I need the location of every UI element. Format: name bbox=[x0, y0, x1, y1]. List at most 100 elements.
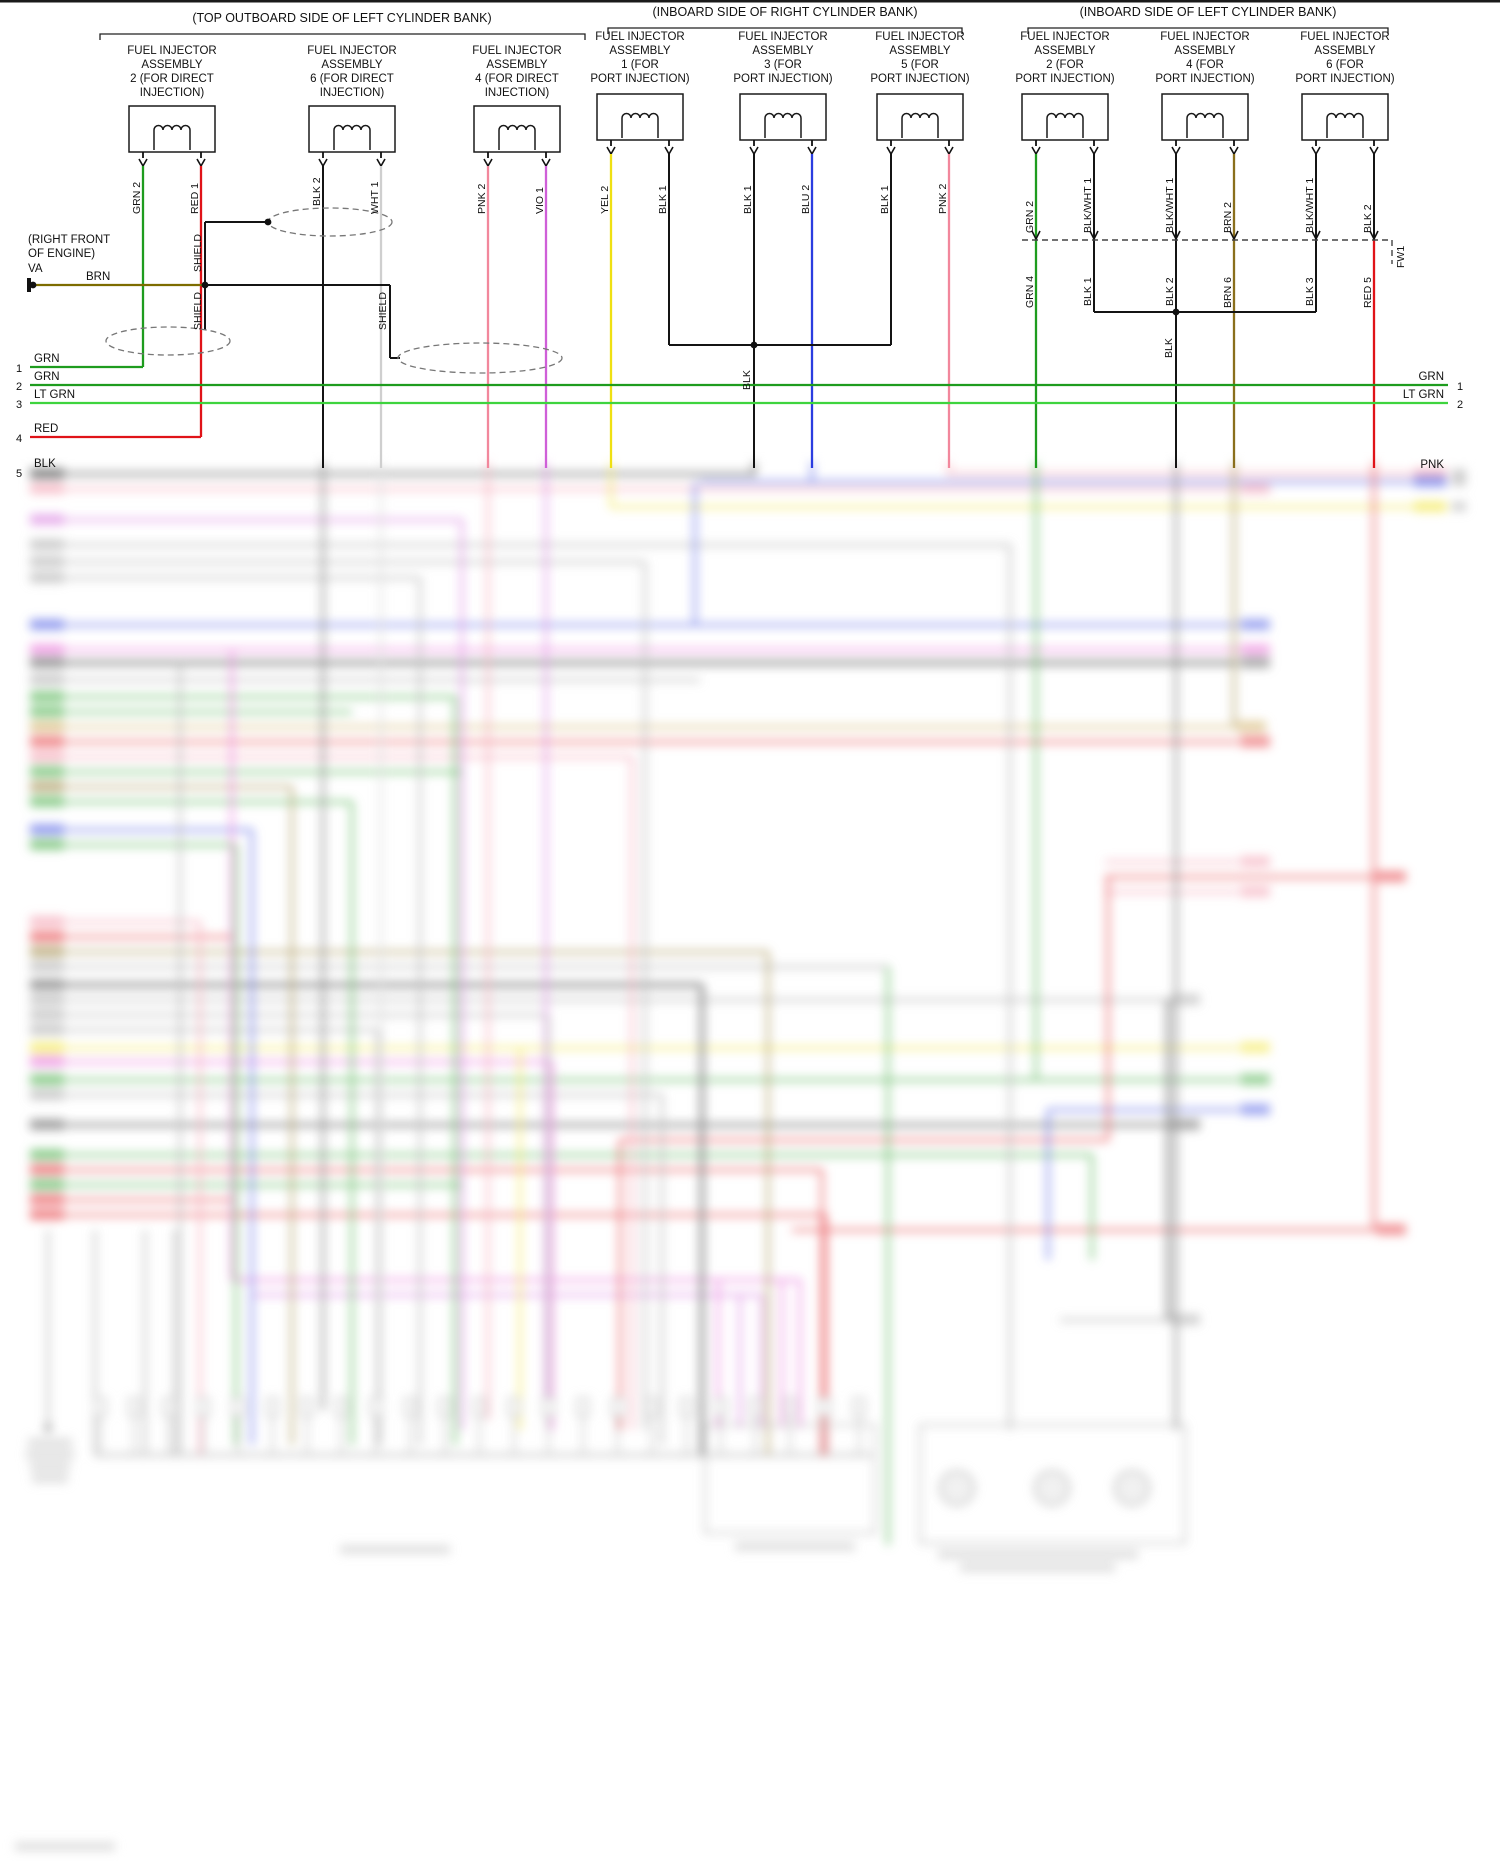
assembly-name-line: 3 (FOR bbox=[764, 59, 802, 71]
blurred-wire-tag bbox=[30, 644, 64, 655]
arrow-down-icon bbox=[749, 146, 759, 155]
wire-label-right: WHT 1 bbox=[369, 181, 381, 214]
left-pin-3: 3 bbox=[16, 399, 22, 411]
right-junction-blk-label: BLK bbox=[1163, 338, 1175, 358]
blurred-wire-tag bbox=[1240, 619, 1270, 630]
assembly-name-line: INJECTION) bbox=[320, 87, 385, 99]
coil-icon bbox=[498, 124, 536, 150]
wire-label-right: BLK/WHT 1 bbox=[1082, 178, 1094, 233]
shield-label-3: SHIELD bbox=[377, 292, 389, 330]
engine-ref-line1: (RIGHT FRONT bbox=[28, 234, 110, 246]
junction-dot bbox=[264, 218, 272, 226]
arrow-down-icon bbox=[1369, 146, 1379, 155]
engine-ref-code: VA bbox=[28, 263, 43, 275]
arrow-down-icon bbox=[196, 158, 206, 167]
fuel-injector-assembly-di-6: FUEL INJECTOR ASSEMBLY 6 (FOR DIRECT INJECT… bbox=[307, 45, 397, 167]
fuel-injector-assembly-port-6: FUEL INJECTOR ASSEMBLY 6 (FOR PORT INJECTIO… bbox=[1295, 31, 1395, 155]
blurred-wire-tag bbox=[30, 736, 64, 747]
blurred-wire-tag bbox=[30, 994, 64, 1005]
right-wire-3: PNK bbox=[1420, 459, 1444, 471]
fuel-injector-assembly-port-5: FUEL INJECTOR ASSEMBLY 5 (FOR PORT INJECTIO… bbox=[870, 31, 970, 155]
arrow-down-icon bbox=[1089, 146, 1099, 155]
wire-label-right: BLK 1 bbox=[657, 185, 669, 214]
wire-label-left: GRN 2 bbox=[1024, 201, 1036, 233]
coil-icon bbox=[901, 112, 939, 138]
shield-label-2: SHIELD bbox=[192, 292, 204, 330]
wire-label-right: VIO 1 bbox=[534, 187, 546, 214]
blurred-wire-tag bbox=[30, 796, 64, 807]
blurred-wire-tag bbox=[30, 657, 64, 668]
arrow-down-icon bbox=[1229, 230, 1239, 240]
assembly-name-line: PORT INJECTION) bbox=[870, 73, 969, 85]
assembly-name-line: INJECTION) bbox=[485, 87, 550, 99]
wire-label-left: BLK/WHT 1 bbox=[1304, 178, 1316, 233]
clear-diagram-layer: FUEL INJECTOR ASSEMBLY 2 (FOR DIRECT INJECT… bbox=[0, 0, 1500, 480]
assembly-box bbox=[1161, 93, 1249, 141]
wire-label-left: BLK 1 bbox=[879, 185, 891, 214]
assembly-name-line: PORT INJECTION) bbox=[1295, 73, 1394, 85]
brn-wire-label: BRN bbox=[86, 271, 110, 283]
assembly-box bbox=[876, 93, 964, 141]
fw1-pin-label: BRN 6 bbox=[1222, 277, 1234, 308]
fuel-injector-assembly-di-4: FUEL INJECTOR ASSEMBLY 4 (FOR DIRECT INJECT… bbox=[472, 45, 562, 167]
arrow-down-icon bbox=[138, 158, 148, 167]
wire-label-right: PNK 2 bbox=[937, 183, 949, 214]
assembly-name-line: FUEL INJECTOR bbox=[738, 31, 827, 43]
blurred-wire-tag bbox=[30, 691, 64, 702]
left-pin-5: 5 bbox=[16, 468, 22, 480]
blurred-wire-tag bbox=[30, 1179, 64, 1190]
arrow-down-icon bbox=[1171, 230, 1181, 240]
left-pin-2: 2 bbox=[16, 381, 22, 393]
assembly-box bbox=[1301, 93, 1389, 141]
shield-label-1: SHIELD bbox=[192, 234, 204, 272]
bank-header-right-inboard: (INBOARD SIDE OF RIGHT CYLINDER BANK) bbox=[652, 5, 917, 19]
blurred-lower-section bbox=[0, 458, 1500, 1861]
blurred-caption bbox=[960, 1563, 1115, 1572]
assembly-box bbox=[308, 105, 396, 153]
blurred-caption bbox=[28, 1438, 72, 1447]
junction-dot bbox=[29, 281, 37, 289]
blurred-wire-tag bbox=[30, 961, 64, 972]
assembly-name-line: ASSEMBLY bbox=[1034, 45, 1095, 57]
wire-layer: FUEL INJECTOR ASSEMBLY 2 (FOR DIRECT INJECT… bbox=[30, 31, 1448, 468]
arrow-down-icon bbox=[318, 158, 328, 167]
blurred-wire-tag bbox=[1240, 644, 1270, 655]
blurred-wire-tag bbox=[30, 1149, 64, 1160]
assembly-name-line: FUEL INJECTOR bbox=[1020, 31, 1109, 43]
assembly-name-line: 2 (FOR DIRECT bbox=[130, 73, 214, 85]
junction-dot bbox=[201, 281, 209, 289]
assembly-name-line: 4 (FOR DIRECT bbox=[475, 73, 559, 85]
arrow-down-icon bbox=[664, 146, 674, 155]
fw1-connector-line bbox=[1022, 239, 1393, 264]
blurred-wire-tag bbox=[30, 706, 64, 717]
assembly-name-line: PORT INJECTION) bbox=[590, 73, 689, 85]
arrow-down-icon bbox=[1311, 230, 1321, 240]
assembly-name-line: ASSEMBLY bbox=[1174, 45, 1235, 57]
blurred-wire-tag bbox=[30, 721, 64, 732]
assembly-name-line: ASSEMBLY bbox=[889, 45, 950, 57]
blurred-wire-tag bbox=[30, 781, 64, 792]
arrow-down-icon bbox=[1369, 230, 1379, 240]
left-wire-2: GRN bbox=[34, 371, 60, 383]
blur-wash-overlay bbox=[0, 458, 1500, 1861]
assembly-name-line: FUEL INJECTOR bbox=[875, 31, 964, 43]
assembly-name-line: INJECTION) bbox=[140, 87, 205, 99]
fw1-label: FW1 bbox=[1395, 246, 1407, 268]
fw1-pin-label: BLK 2 bbox=[1164, 277, 1176, 306]
blurred-caption bbox=[340, 1545, 450, 1554]
assembly-name-line: 1 (FOR bbox=[621, 59, 659, 71]
assembly-name-line: 4 (FOR bbox=[1186, 59, 1224, 71]
assembly-box bbox=[596, 93, 684, 141]
blurred-wire-tag bbox=[30, 946, 64, 957]
coil-icon bbox=[1186, 112, 1224, 138]
right-wire-2: LT GRN bbox=[1403, 389, 1444, 401]
blurred-pump-icon bbox=[939, 1470, 975, 1506]
fuel-injector-assembly-port-1: FUEL INJECTOR ASSEMBLY 1 (FOR PORT INJECTIO… bbox=[590, 31, 690, 155]
left-wire-3: LT GRN bbox=[34, 389, 75, 401]
blurred-wire-tag bbox=[30, 1209, 64, 1220]
label-layer: GRN 2 RED 1 BLK 2 WHT 1 PNK 2 VIO 1 YEL 2 BLK 1… bbox=[29, 177, 1379, 349]
assembly-name-line: FUEL INJECTOR bbox=[595, 31, 684, 43]
arrow-down-icon bbox=[807, 146, 817, 155]
assembly-name-line: 5 (FOR bbox=[901, 59, 939, 71]
right-pin-1: 1 bbox=[1457, 381, 1463, 393]
